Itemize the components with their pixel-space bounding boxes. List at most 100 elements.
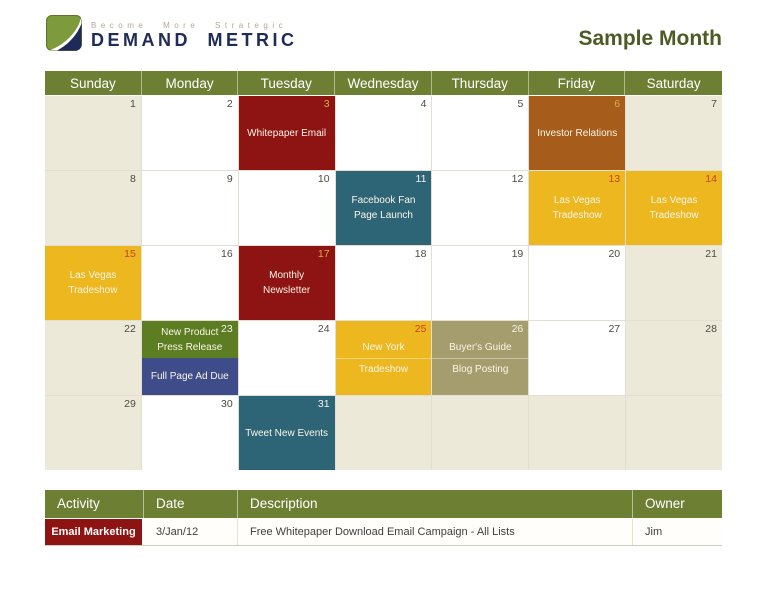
date-number: 26 [511, 323, 524, 335]
calendar-cell-4: 4 [335, 96, 432, 170]
day-header-wednesday: Wednesday [335, 71, 432, 95]
calendar-cell-21: 21 [626, 246, 722, 320]
date-number: 31 [317, 398, 330, 410]
date-number: 8 [130, 173, 136, 185]
calendar-cell-31: Tweet New Events 31 [238, 396, 335, 470]
event-monthly-newsletter: Monthly Newsletter [238, 246, 335, 320]
calendar-cell-1: 1 [45, 96, 141, 170]
cell-description: Free Whitepaper Download Email Campaign … [238, 519, 633, 545]
calendar-grid: 1 2 Whitepaper Email 3 4 5 Investor Relations 6… [45, 96, 722, 470]
event-investor-relations: Investor Relations [529, 96, 626, 170]
event-label: New York [362, 341, 405, 353]
date-number: 16 [221, 248, 233, 260]
date-number: 10 [317, 173, 330, 185]
calendar-cell-30: 30 [141, 396, 238, 470]
calendar: Sunday Monday Tuesday Wednesday Thursday Frid… [45, 71, 722, 470]
date-number: 22 [124, 323, 136, 335]
calendar-cell-16: 16 [141, 246, 238, 320]
event-stack: New York Tradeshow [335, 321, 432, 396]
calendar-cell-13: Las Vegas Tradeshow 13 [529, 171, 626, 245]
event-buyer-s-guide-blog-posting: Buyer's Guide Blog Posting [432, 321, 529, 395]
calendar-cell-3: Whitepaper Email 3 [238, 96, 335, 170]
date-number: 21 [705, 248, 717, 260]
date-number: 5 [517, 98, 524, 110]
calendar-cell-26: Buyer's Guide Blog Posting 26 [432, 321, 529, 395]
calendar-cell-blank [529, 396, 626, 470]
column-header-description: Description [238, 490, 633, 518]
event-label: Tradeshow [335, 357, 432, 396]
event-new-product-press-release: New Product Press Release [141, 321, 238, 358]
activity-table: Activity Date Description Owner Email Marke… [45, 490, 722, 546]
event-label: Page Launch [354, 210, 413, 221]
date-number: 23 [221, 323, 233, 335]
calendar-cell-19: 19 [432, 246, 529, 320]
date-number: 20 [608, 248, 621, 260]
column-header-activity: Activity [45, 490, 144, 518]
date-number: 18 [414, 248, 427, 260]
calendar-cell-12: 12 [432, 171, 529, 245]
event-stack: Tweet New Events [238, 396, 335, 470]
event-stack: Monthly Newsletter [238, 246, 335, 320]
activity-table-body: Email Marketing 3/Jan/12 Free Whitepaper D… [45, 519, 722, 546]
event-label: Tradeshow [68, 285, 118, 296]
event-las-vegas-tradeshow: Las Vegas Tradeshow [45, 246, 141, 320]
calendar-cell-27: 27 [529, 321, 626, 395]
column-header-owner: Owner [645, 496, 685, 511]
cell-activity: Email Marketing [45, 519, 144, 545]
calendar-cell-10: 10 [238, 171, 335, 245]
calendar-cell-14: Las Vegas Tradeshow 14 [626, 171, 722, 245]
logo-tagline: Become More Strategic [91, 21, 288, 30]
calendar-cell-blank [335, 396, 432, 470]
calendar-cell-23: New Product Press Release Full Page Ad Due… [141, 321, 238, 395]
date-number: 4 [420, 98, 427, 110]
date-number: 13 [608, 173, 621, 185]
column-header-date: Date [144, 490, 238, 518]
calendar-cell-24: 24 [238, 321, 335, 395]
date-number: 12 [511, 173, 524, 185]
event-label: New Product [161, 326, 219, 338]
event-stack: Facebook Fan Page Launch [335, 171, 432, 245]
calendar-cell-29: 29 [45, 396, 141, 470]
event-label: Whitepaper Email [247, 127, 327, 139]
day-header-friday: Friday [529, 71, 626, 95]
event-full-page-ad-due: Full Page Ad Due [141, 358, 238, 395]
event-whitepaper-email: Whitepaper Email [238, 96, 335, 170]
event-facebook-fan-page-launch: Facebook Fan Page Launch [335, 171, 432, 245]
calendar-cell-7: 7 [626, 96, 722, 170]
event-label: Buyer's Guide [449, 341, 512, 353]
date-number: 11 [415, 173, 427, 185]
date-number: 24 [317, 323, 330, 335]
cell-date: 3/Jan/12 [144, 519, 238, 545]
calendar-cell-blank [432, 396, 529, 470]
event-label: Tradeshow [649, 210, 699, 221]
date-number: 9 [226, 173, 233, 185]
event-stack: Investor Relations [529, 96, 626, 170]
event-stack: Las Vegas Tradeshow [529, 171, 626, 245]
demand-metric-logo-icon [46, 15, 82, 51]
calendar-day-header-row: Sunday Monday Tuesday Wednesday Thursday Frid… [45, 71, 722, 95]
day-header-thursday: Thursday [432, 71, 529, 95]
calendar-cell-8: 8 [45, 171, 141, 245]
day-header-sunday: Sunday [45, 71, 142, 95]
calendar-cell-17: Monthly Newsletter 17 [238, 246, 335, 320]
calendar-cell-11: Facebook Fan Page Launch 11 [335, 171, 432, 245]
date-number: 3 [323, 98, 330, 110]
logo-brand: Demand Metric [91, 30, 298, 50]
page-title: Sample Month [578, 27, 722, 50]
calendar-cell-25: New York Tradeshow 25 [335, 321, 432, 396]
event-new-york-tradeshow: New York Tradeshow [335, 321, 432, 396]
demand-metric-logo: Become More Strategic Demand Metric [46, 15, 298, 51]
date-number: 7 [711, 98, 717, 110]
event-label: Tradeshow [552, 210, 602, 221]
day-header-saturday: Saturday [646, 75, 701, 91]
calendar-cell-20: 20 [529, 246, 626, 320]
day-header-monday: Monday [142, 71, 239, 95]
event-stack: Whitepaper Email [238, 96, 335, 170]
calendar-cell-15: Las Vegas Tradeshow 15 [45, 246, 141, 320]
date-number: 30 [221, 398, 233, 410]
table-row: Email Marketing 3/Jan/12 Free Whitepaper D… [45, 519, 722, 546]
cell-owner: Jim [645, 526, 663, 538]
event-label: Facebook Fan [351, 195, 416, 206]
date-number: 27 [608, 323, 621, 335]
